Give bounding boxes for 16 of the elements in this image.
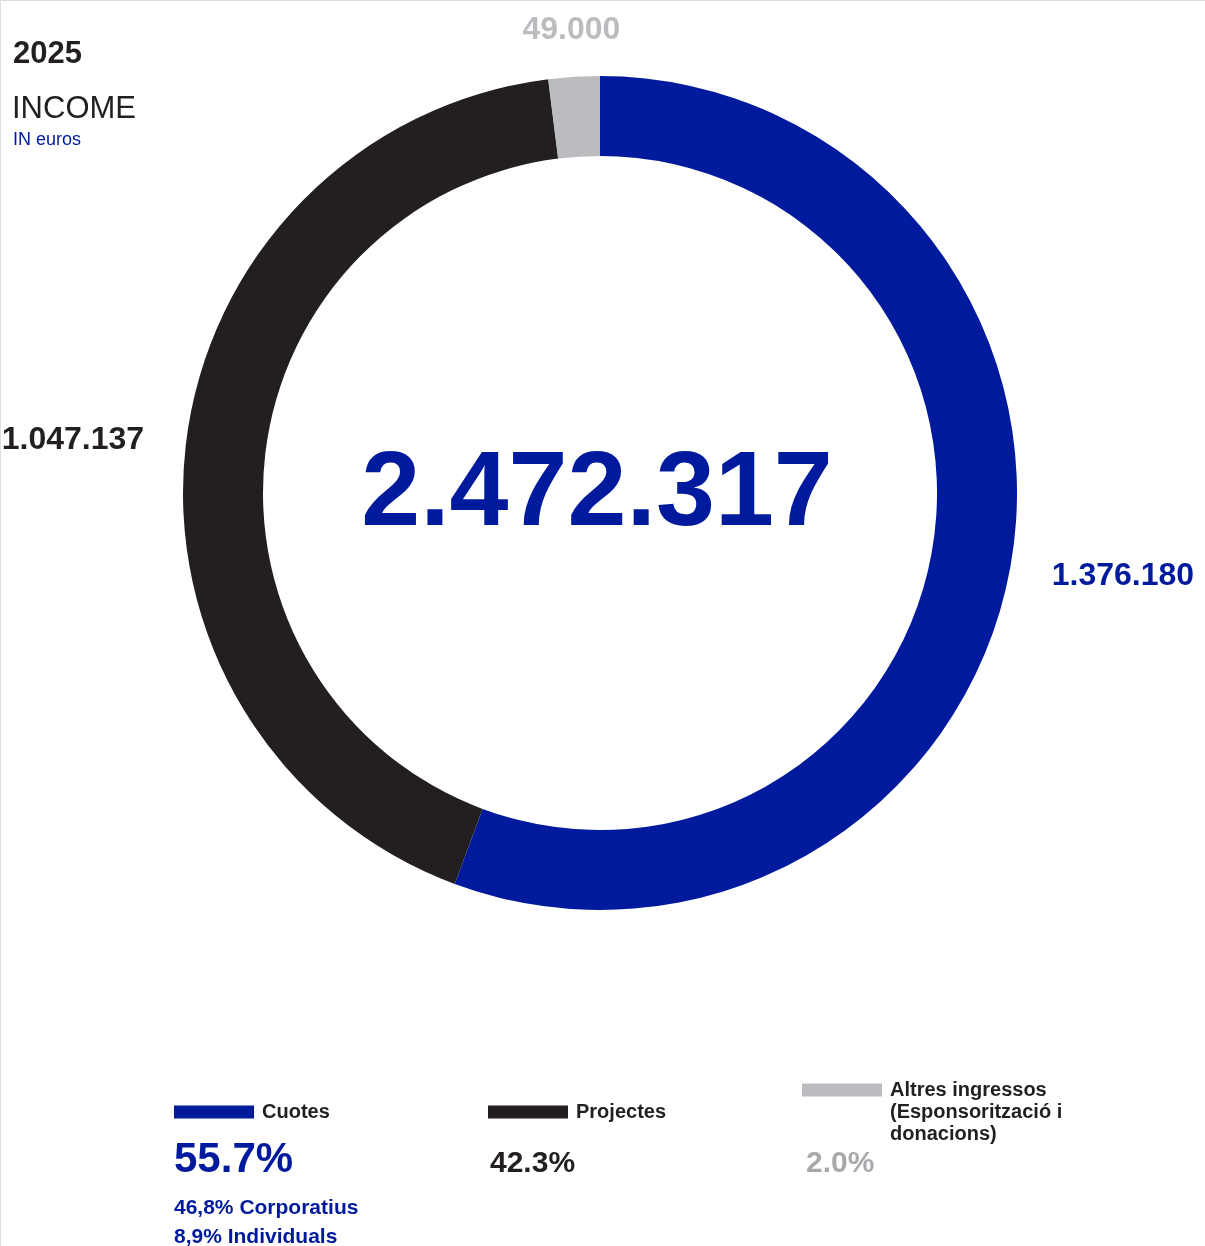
text: 8,9% Individuals	[174, 1224, 338, 1246]
text: IN euros	[13, 129, 82, 149]
text: 2025	[13, 35, 82, 70]
donut-slice	[548, 76, 600, 159]
text: 2.0%	[806, 1145, 875, 1178]
legend-label: Cuotes	[262, 1100, 330, 1122]
text: 42.3%	[490, 1145, 576, 1178]
text: 55.7%	[174, 1134, 294, 1181]
data-label: 1.047.137	[1, 420, 145, 457]
data-label: 49.000	[522, 9, 621, 46]
text: 46,8% Corporatius	[174, 1195, 359, 1218]
text: 2.472.317	[361, 429, 833, 547]
data-label: 1.376.180	[1051, 556, 1195, 593]
legend-label: Projectes	[576, 1100, 667, 1122]
text: INCOME	[12, 90, 136, 125]
legend-label: Altres ingressos (Esponsorització i donacions)	[890, 1078, 1063, 1144]
